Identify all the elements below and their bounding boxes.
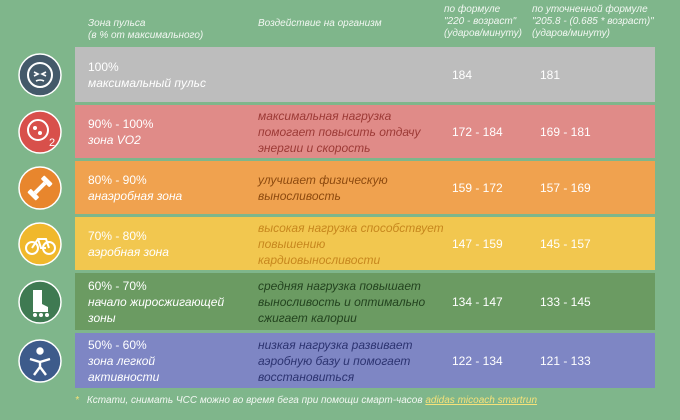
zone-range: 90% - 100% [88, 116, 154, 131]
formula-2: 181 [540, 67, 561, 82]
formula-1: 147 - 159 [452, 236, 503, 251]
zone-cell: 60% - 70% начало жиросжигающей зоны [88, 278, 228, 326]
header-line: по уточненной формуле [532, 4, 648, 15]
header-line: (в % от максимального) [88, 30, 204, 41]
zone-icon [18, 221, 62, 266]
zone-cell: 80% - 90% анаэробная зона [88, 172, 228, 204]
svg-text:2: 2 [49, 137, 55, 149]
formula-2: 145 - 157 [540, 236, 591, 251]
zone-cell: 90% - 100% зона VO2 [88, 116, 228, 148]
footnote-text: Кстати, снимать ЧСС можно во время бега … [86, 395, 423, 406]
header-line: (ударов/минуту) [444, 28, 522, 39]
zone-effect: максимальная нагрузка помогает повысить … [258, 108, 421, 155]
header-cell: по уточненной формуле "205.8 - (0.685 * в… [532, 4, 654, 40]
formula-2: 157 - 169 [540, 180, 591, 195]
formula-1: 159 - 172 [452, 180, 503, 195]
header-line: (ударов/минуту) [532, 28, 610, 39]
zone-range: 70% - 80% [88, 228, 147, 243]
header-line: Воздействие на организм [258, 18, 382, 29]
header-cell: Воздействие на организм [258, 18, 382, 30]
header-line: по формуле [444, 4, 501, 15]
zone-name: аэробная зона [88, 244, 169, 259]
zone-range: 100% [88, 59, 119, 74]
zone-name: зона VO2 [88, 132, 141, 147]
zone-name: максимальный пульс [88, 75, 206, 90]
zone-row: 60% - 70% начало жиросжигающей зоны средня… [75, 273, 655, 330]
zone-icon [18, 279, 62, 324]
zone-cell: 70% - 80% аэробная зона [88, 228, 228, 260]
zone-cell: 50% - 60% зона легкой активности [88, 337, 228, 385]
zone-name: анаэробная зона [88, 188, 183, 203]
zone-icon [18, 165, 62, 210]
zone-effect: высокая нагрузка способствует повышению … [258, 220, 444, 267]
formula-2: 169 - 181 [540, 124, 591, 139]
formula-1: 184 [452, 67, 473, 82]
zone-row: 80% - 90% анаэробная зона улучшает физичес… [75, 161, 655, 214]
formula-2: 121 - 133 [540, 353, 591, 368]
header-line: "220 - возраст" [444, 16, 517, 27]
header-cell: Зона пульса (в % от максимального) [88, 18, 203, 42]
formula-1: 122 - 134 [452, 353, 503, 368]
zone-range: 50% - 60% [88, 337, 147, 352]
zone-effect: улучшает физическую выносливость [258, 172, 388, 203]
footnote-link[interactable]: adidas micoach smartrun [425, 395, 538, 406]
zone-row: 70% - 80% аэробная зона высокая нагрузка с… [75, 217, 655, 270]
zone-effect: низкая нагрузка развивает аэробную базу … [258, 337, 413, 384]
formula-2: 133 - 145 [540, 294, 591, 309]
zone-icon [18, 338, 62, 383]
formula-1: 134 - 147 [452, 294, 503, 309]
zone-icon: 2 [18, 109, 62, 154]
zone-row: 50% - 60% зона легкой активности низкая на… [75, 333, 655, 388]
footnote: * Кстати, снимать ЧСС можно во время бега… [75, 395, 537, 406]
zone-row: 90% - 100% зона VO2 максимальная нагрузка … [75, 105, 655, 158]
header-line: Зона пульса [88, 18, 146, 29]
zone-name: начало жиросжигающей зоны [88, 294, 225, 325]
footnote-mark: * [75, 395, 79, 406]
zone-cell: 100% максимальный пульс [88, 59, 228, 91]
zone-icon [18, 52, 62, 97]
zone-effect: средняя нагрузка повышает выносливость и… [258, 278, 426, 325]
header-line: "205.8 - (0.685 * возраст)" [532, 16, 654, 27]
header-cell: по формуле "220 - возраст" (ударов/минуту) [444, 4, 522, 40]
zone-range: 80% - 90% [88, 172, 147, 187]
zone-name: зона легкой активности [88, 353, 160, 384]
zone-range: 60% - 70% [88, 278, 147, 293]
zone-row: 100% максимальный пульс 184 181 [75, 47, 655, 102]
formula-1: 172 - 184 [452, 124, 503, 139]
